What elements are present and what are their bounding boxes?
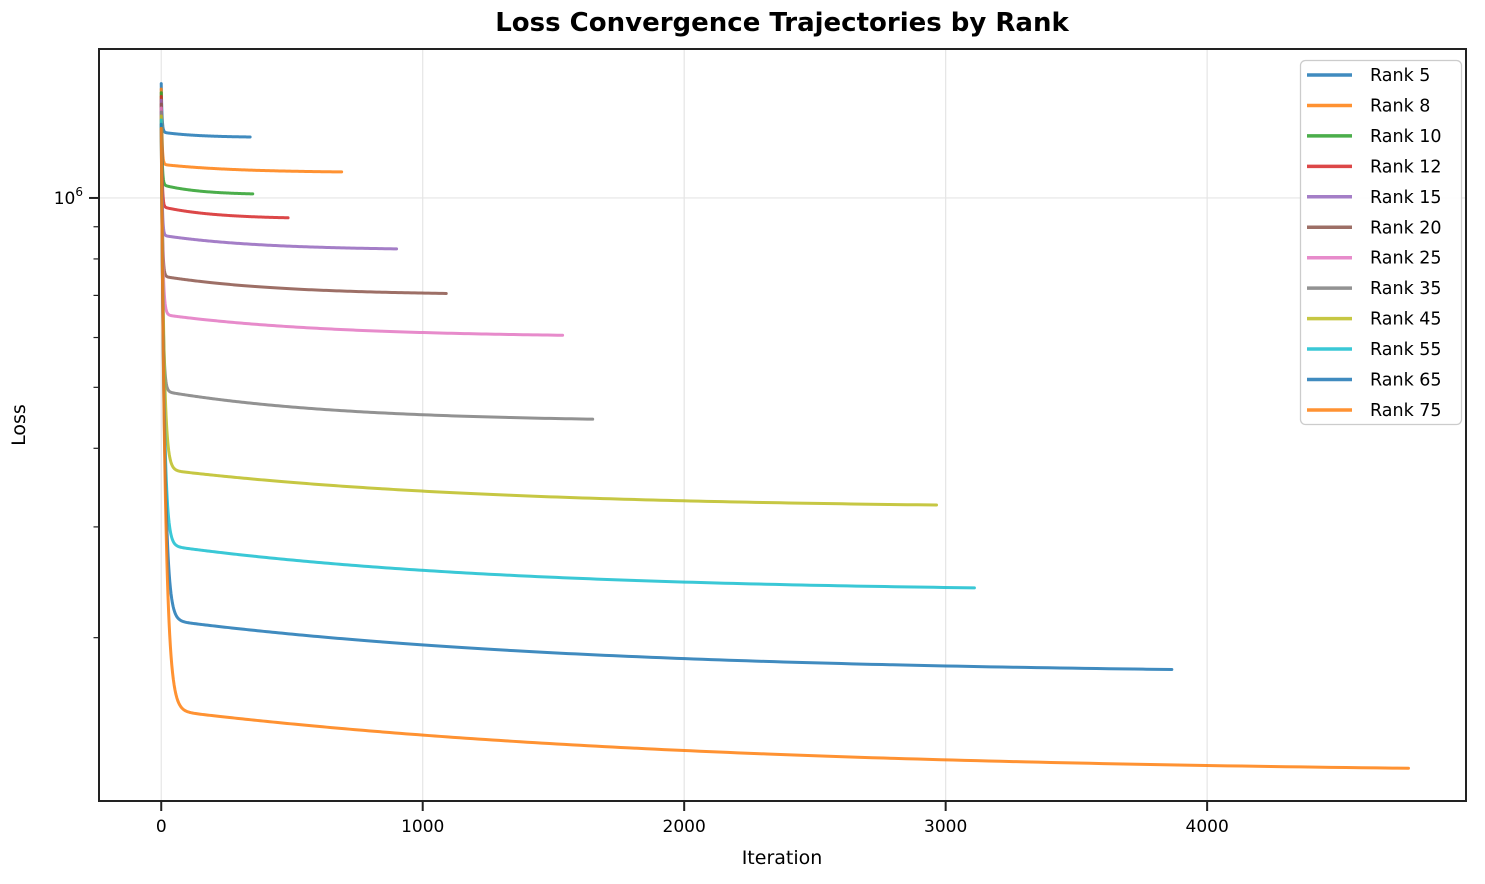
chart-title: Loss Convergence Trajectories by Rank: [495, 8, 1069, 38]
legend-label-rank-12: Rank 12: [1370, 157, 1442, 177]
series-line-rank-20: [159, 102, 448, 295]
grid-layer: [99, 49, 1466, 801]
legend-label-rank-45: Rank 45: [1370, 310, 1442, 330]
y-tick-label-1e6: 106: [54, 185, 83, 209]
legend-item-rank-20: Rank 20: [1307, 218, 1442, 238]
legend-item-rank-8: Rank 8: [1307, 96, 1430, 116]
x-axis-label: Iteration: [742, 847, 823, 869]
legend-label-rank-75: Rank 75: [1370, 401, 1442, 421]
legend-item-rank-45: Rank 45: [1307, 310, 1442, 330]
legend-label-rank-8: Rank 8: [1370, 96, 1430, 116]
series-layer: [159, 82, 1410, 770]
series-line-rank-15: [159, 98, 399, 251]
series-line-rank-25: [159, 106, 565, 337]
x-tick-label-4000: 4000: [1186, 817, 1229, 837]
legend-label-rank-35: Rank 35: [1370, 279, 1442, 299]
series-line-rank-12: [159, 94, 290, 220]
legend-item-rank-65: Rank 65: [1307, 371, 1442, 391]
series-line-rank-35: [159, 110, 595, 421]
series-line-rank-55: [159, 118, 976, 590]
series-line-rank-45: [159, 114, 939, 507]
series-line-rank-75: [159, 126, 1410, 770]
legend-label-rank-20: Rank 20: [1370, 218, 1442, 238]
legend-item-rank-55: Rank 55: [1307, 340, 1442, 360]
series-line-rank-8: [159, 87, 344, 174]
x-tick-label-2000: 2000: [663, 817, 706, 837]
legend-label-rank-15: Rank 15: [1370, 188, 1442, 208]
legend-item-rank-12: Rank 12: [1307, 157, 1442, 177]
legend-label-rank-55: Rank 55: [1370, 340, 1442, 360]
series-line-rank-10: [159, 91, 255, 196]
series-line-rank-65: [159, 122, 1174, 672]
legend-label-rank-5: Rank 5: [1370, 66, 1430, 86]
plot-border: [98, 48, 1467, 802]
axes-layer: 0 1000 2000 3000 4000 106: [54, 48, 1467, 837]
legend-item-rank-5: Rank 5: [1307, 66, 1430, 86]
x-tick-label-0: 0: [156, 817, 167, 837]
legend-item-rank-75: Rank 75: [1307, 401, 1442, 421]
legend-item-rank-15: Rank 15: [1307, 188, 1442, 208]
x-tick-label-3000: 3000: [924, 817, 967, 837]
y-axis-label: Loss: [8, 404, 30, 446]
legend-label-rank-25: Rank 25: [1370, 249, 1442, 269]
x-tick-label-1000: 1000: [401, 817, 444, 837]
legend: Rank 5 Rank 8 Rank 10 Rank 12 Rank 15 Rank 20…: [1299, 59, 1463, 426]
legend-label-rank-65: Rank 65: [1370, 371, 1442, 391]
legend-label-rank-10: Rank 10: [1370, 127, 1442, 147]
series-line-rank-5: [159, 82, 252, 139]
legend-item-rank-25: Rank 25: [1307, 249, 1442, 269]
legend-box: [1299, 59, 1463, 426]
legend-item-rank-10: Rank 10: [1307, 127, 1442, 147]
legend-item-rank-35: Rank 35: [1307, 279, 1442, 299]
